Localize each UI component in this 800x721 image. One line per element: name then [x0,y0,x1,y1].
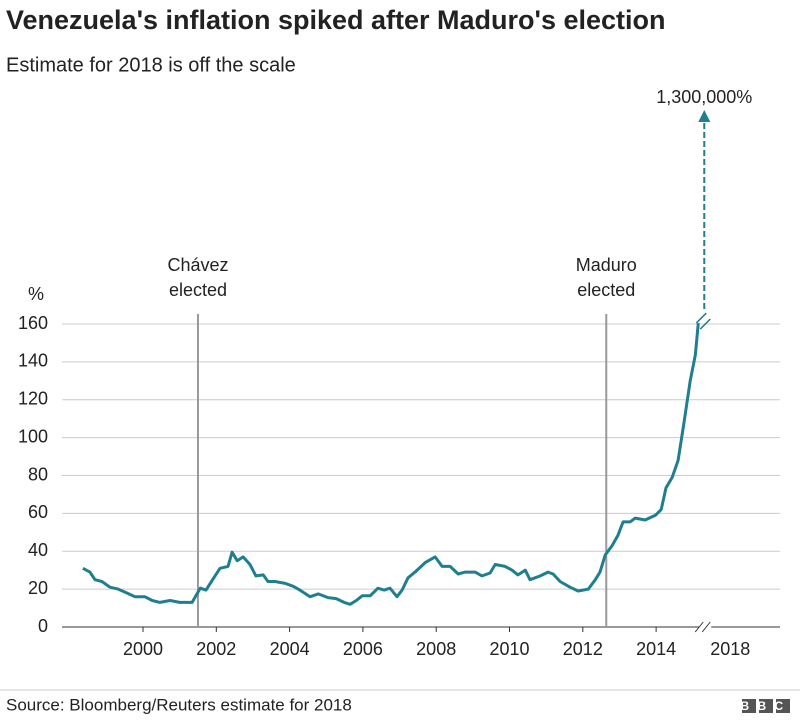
data-line [82,322,700,606]
x-tick-label: 2014 [636,639,676,659]
axis-break [694,621,704,633]
x-tick-label: 2002 [196,639,236,659]
x-tick-label: 2012 [563,639,603,659]
y-tick-label: 0 [38,616,48,636]
x-tick-label: 2000 [123,639,163,659]
y-tick-label: 140 [18,351,48,371]
x-tick-label: 2018 [710,639,750,659]
y-tick-label: 80 [28,464,48,484]
y-tick-label: 120 [18,389,48,409]
source: Source: Bloomberg/Reuters estimate for 2… [6,695,352,714]
event-label: elected [169,280,227,300]
arrow-head [698,110,711,122]
logo-text: BBC [741,699,792,713]
logo: BBC [741,699,792,713]
y-tick-label: 40 [28,540,48,560]
axis-break [701,621,711,633]
chart-subtitle: Estimate for 2018 is off the scale [6,54,296,76]
scale-break [699,318,711,330]
axis-break-gap [699,623,712,631]
x-tick-label: 2008 [416,639,456,659]
chart-title: Venezuela's inflation spiked after Madur… [6,5,666,35]
estimate-label: 1,300,000% [656,87,752,107]
x-tick-label: 2006 [343,639,383,659]
y-tick-label: 20 [28,578,48,598]
event-label: Maduro [576,255,637,275]
event-label: Chávez [167,255,228,275]
y-tick-label: 160 [18,313,48,333]
y-tick-label: 100 [18,426,48,446]
x-tick-label: 2010 [489,639,529,659]
x-tick-label: 2004 [270,639,310,659]
y-tick-label: 60 [28,502,48,522]
event-label: elected [577,280,635,300]
y-axis-label: % [28,284,44,304]
scale-break [695,312,707,324]
